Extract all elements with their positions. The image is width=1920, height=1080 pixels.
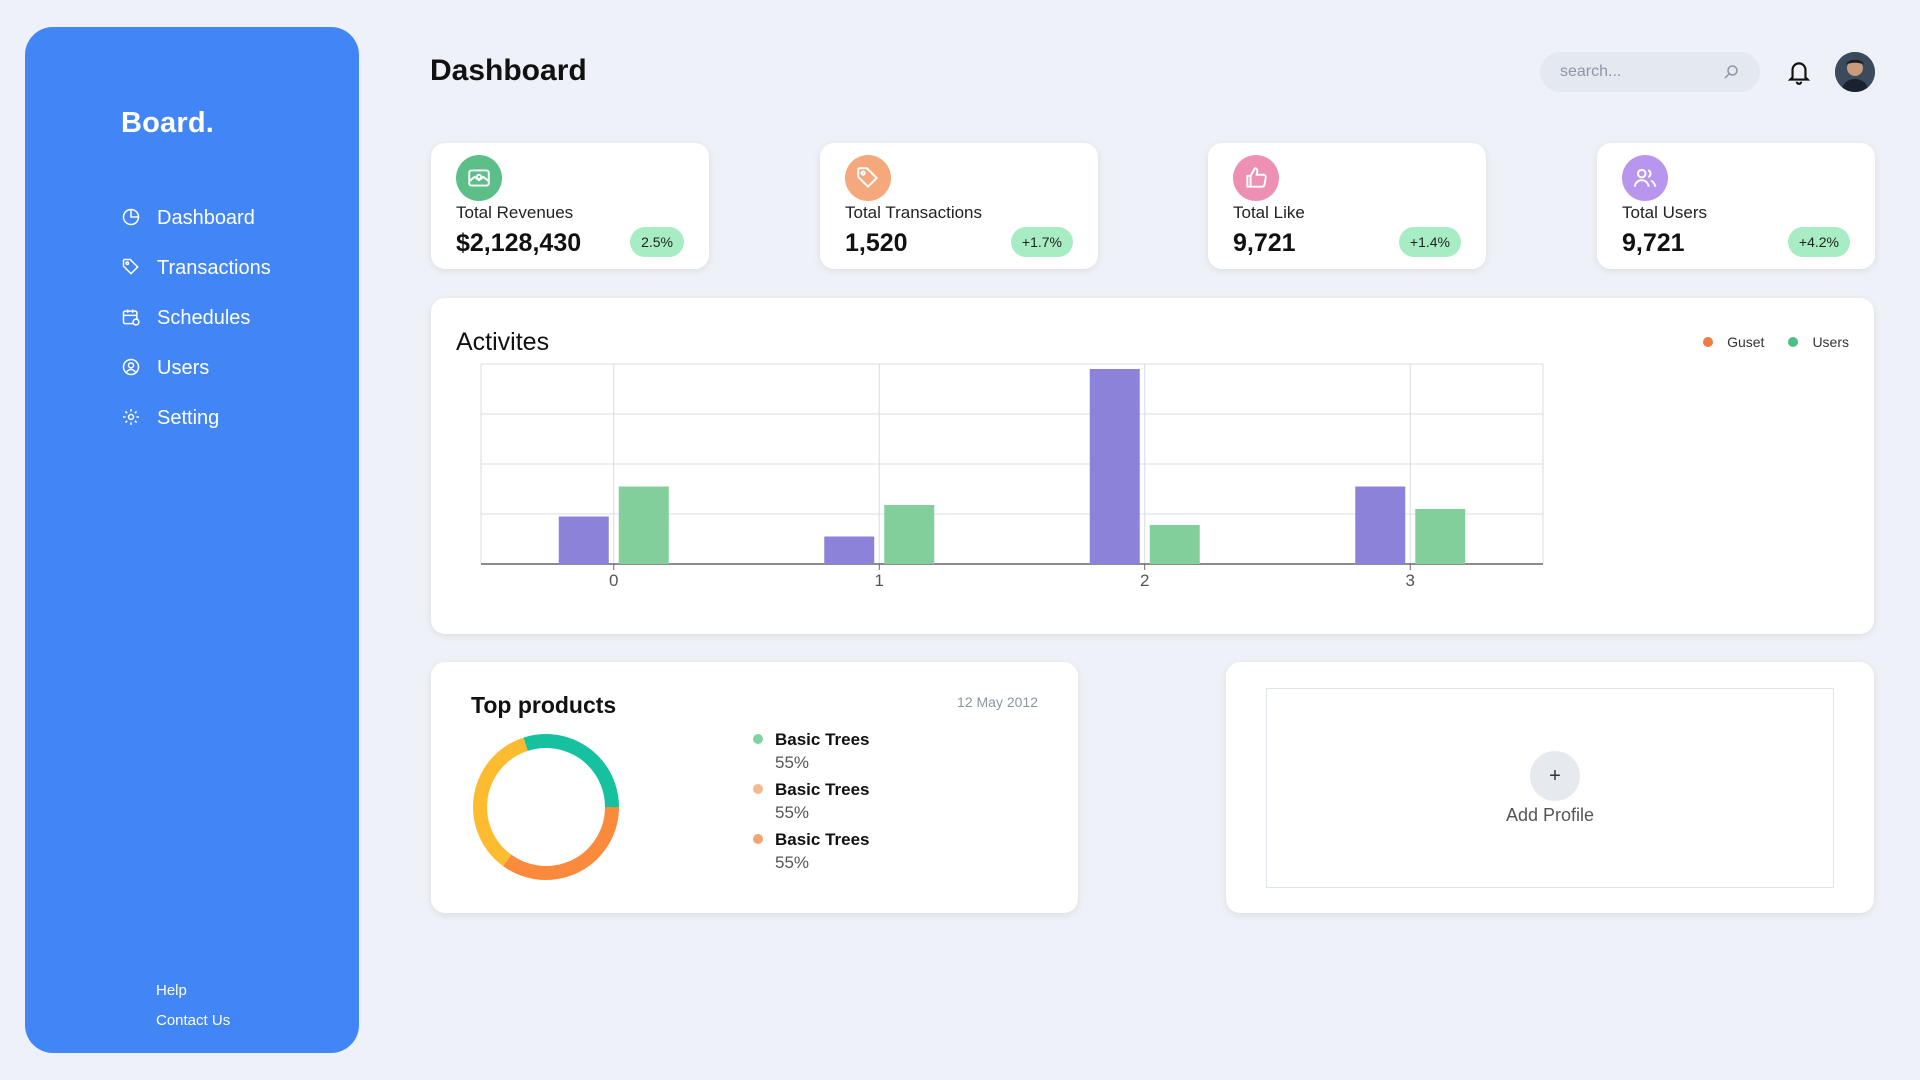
stat-change-badge: +1.4% <box>1398 227 1461 257</box>
page-title: Dashboard <box>430 54 587 87</box>
stat-label: Total Users <box>1622 203 1708 222</box>
legend-dot <box>1703 337 1714 347</box>
products-date: 12 May 2012 <box>957 694 1038 710</box>
list-item: Basic Trees 55% <box>753 830 870 880</box>
stat-card-transactions: Total Transactions 1,520 +1.7% <box>820 143 1098 269</box>
bell-icon[interactable] <box>1786 58 1812 91</box>
legend-label: Users <box>1812 334 1849 350</box>
sidebar-item-schedules[interactable]: Schedules <box>121 293 271 343</box>
banknote-icon <box>456 155 502 201</box>
x-tick-label: 3 <box>1406 571 1415 590</box>
legend-label: Guset <box>1727 334 1765 350</box>
tag-icon <box>845 155 891 201</box>
product-name: Basic Trees <box>775 780 870 799</box>
stat-value: $2,128,430 <box>456 229 582 257</box>
sidebar-item-label: Users <box>157 356 210 379</box>
bar-guset-1 <box>824 536 875 564</box>
sidebar-item-label: Dashboard <box>157 206 255 229</box>
x-tick-label: 0 <box>609 571 618 590</box>
search-input[interactable] <box>1560 63 1700 81</box>
pie-chart-icon <box>121 207 143 229</box>
product-name: Basic Trees <box>775 730 870 749</box>
product-dot <box>753 834 763 844</box>
legend-dot <box>1788 337 1799 347</box>
product-percent: 55% <box>775 753 810 772</box>
bar-guset-0 <box>558 516 609 564</box>
products-title: Top products <box>471 692 617 718</box>
x-tick-label: 1 <box>875 571 884 590</box>
legend-item-users[interactable]: Users <box>1788 334 1849 350</box>
stat-label: Total Transactions <box>845 203 983 222</box>
users-icon <box>1622 155 1668 201</box>
stat-label: Total Revenues <box>456 203 574 222</box>
products-donut-chart <box>473 734 619 880</box>
avatar[interactable] <box>1835 52 1875 92</box>
activities-card: 0 1 2 3 Activites Guset Users <box>431 298 1874 634</box>
donut-segment-1 <box>473 734 619 880</box>
help-link[interactable]: Help <box>156 982 187 999</box>
bar-guset-3 <box>1355 486 1406 564</box>
activities-chart: 0 1 2 3 <box>480 363 1544 590</box>
stat-card-revenues: Total Revenues $2,128,430 2.5% <box>431 143 709 269</box>
stat-label: Total Like <box>1233 203 1305 222</box>
product-percent: 55% <box>775 853 810 872</box>
stat-change-badge: 2.5% <box>630 227 684 257</box>
contact-us-link[interactable]: Contact Us <box>156 1012 231 1029</box>
product-name: Basic Trees <box>775 830 870 849</box>
add-profile-label: Add Profile <box>1505 805 1595 825</box>
calendar-icon <box>121 307 143 329</box>
brand-logo: Board. <box>121 107 215 139</box>
products-list: Basic Trees 55% Basic Trees 55% Basic Tr… <box>753 730 870 880</box>
sidebar: Board. Dashboard Transactions Schedules … <box>25 27 359 1053</box>
search-icon[interactable] <box>1722 63 1740 81</box>
sidebar-item-users[interactable]: Users <box>121 343 271 393</box>
stat-change-badge: +4.2% <box>1787 227 1850 257</box>
top-products-card: Top products 12 May 2012 Basic Trees 55%… <box>431 662 1078 913</box>
product-percent: 55% <box>775 803 810 822</box>
bar-users-1 <box>884 505 935 564</box>
stat-value: 9,721 <box>1622 229 1685 257</box>
gear-icon <box>121 407 143 429</box>
sidebar-item-dashboard[interactable]: Dashboard <box>121 193 271 243</box>
user-circle-icon <box>121 357 143 379</box>
add-profile-dropzone[interactable]: + Add Profile <box>1266 688 1834 888</box>
product-dot <box>753 734 763 744</box>
sidebar-nav: Dashboard Transactions Schedules Users S… <box>121 193 271 443</box>
sidebar-item-setting[interactable]: Setting <box>121 393 271 443</box>
sidebar-item-label: Schedules <box>157 306 251 329</box>
activities-title: Activites <box>456 328 550 356</box>
chart-legend: Guset Users <box>1679 334 1849 350</box>
tag-icon <box>121 257 143 279</box>
x-tick-label: 2 <box>1140 571 1149 590</box>
sidebar-footer: Help Contact Us <box>156 980 230 1040</box>
list-item: Basic Trees 55% <box>753 780 870 830</box>
sidebar-item-label: Transactions <box>157 256 271 279</box>
add-profile-button[interactable]: + <box>1530 751 1580 801</box>
bar-guset-2 <box>1089 369 1140 564</box>
product-dot <box>753 784 763 794</box>
bar-users-2 <box>1149 525 1200 564</box>
add-profile-card: + Add Profile <box>1226 662 1874 913</box>
stat-value: 1,520 <box>845 229 908 257</box>
sidebar-item-label: Setting <box>157 406 220 429</box>
bar-users-3 <box>1415 509 1466 564</box>
list-item: Basic Trees 55% <box>753 730 870 780</box>
sidebar-item-transactions[interactable]: Transactions <box>121 243 271 293</box>
stat-value: 9,721 <box>1233 229 1296 257</box>
donut-segment-2 <box>473 734 619 880</box>
stat-card-users: Total Users 9,721 +4.2% <box>1597 143 1875 269</box>
stat-card-likes: Total Like 9,721 +1.4% <box>1208 143 1486 269</box>
thumbs-up-icon <box>1233 155 1279 201</box>
search-bar <box>1540 52 1760 92</box>
bar-users-0 <box>618 486 669 564</box>
donut-segment-0 <box>473 734 619 880</box>
stat-change-badge: +1.7% <box>1010 227 1073 257</box>
legend-item-guest[interactable]: Guset <box>1703 334 1764 350</box>
